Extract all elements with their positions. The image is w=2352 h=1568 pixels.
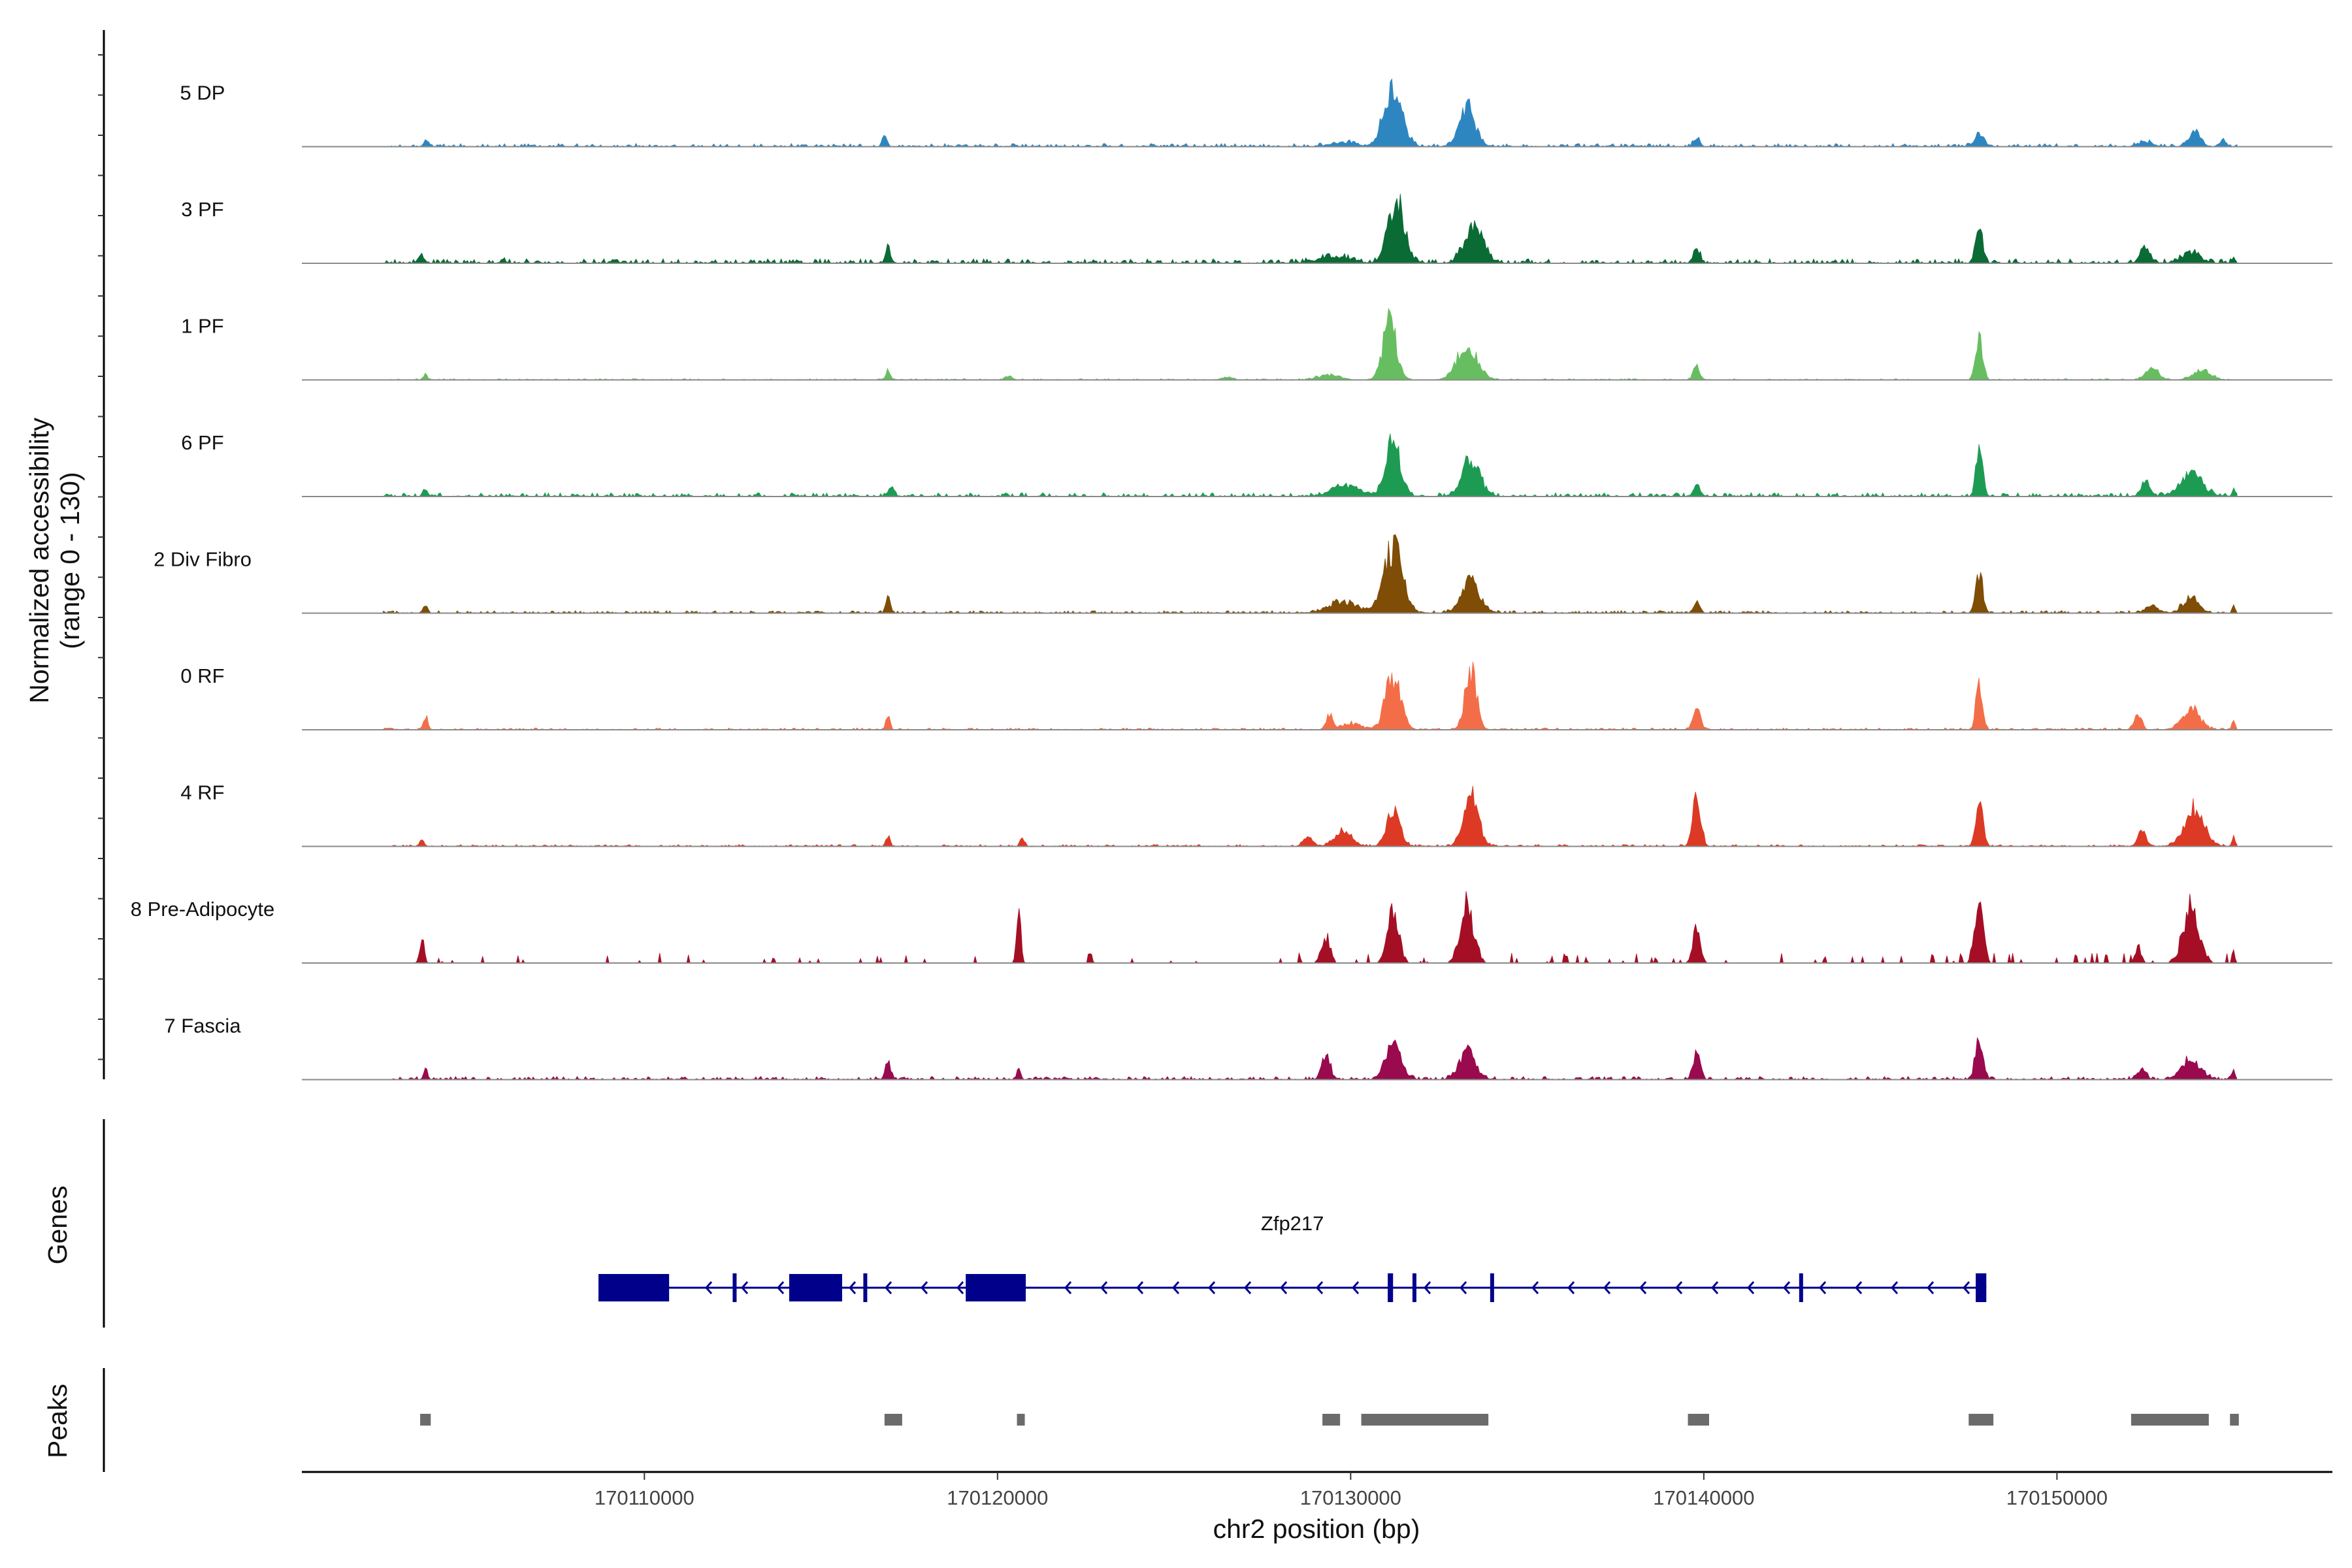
strand-arrow [1136, 1281, 1144, 1294]
exon-4 [863, 1273, 868, 1302]
exon-9 [1799, 1273, 1803, 1302]
strand-arrow [741, 1281, 749, 1294]
track-3-pf: 3 PF [181, 193, 2332, 264]
track-label-7-fascia: 7 Fascia [164, 1015, 241, 1037]
coverage-area-8-pre-adipocyte [383, 891, 2238, 964]
strand-arrow [1208, 1281, 1216, 1294]
peak-9 [2230, 1414, 2239, 1426]
track-7-fascia: 7 Fascia [164, 1015, 2332, 1081]
strand-arrow [1280, 1281, 1288, 1294]
y-axis-title-line1: Normalized accessibility [24, 417, 54, 704]
track-1-pf: 1 PF [181, 307, 2332, 381]
strand-arrow [1567, 1281, 1575, 1294]
peak-7 [1968, 1414, 1994, 1426]
y-axis-ticks [98, 54, 104, 1060]
track-4-rf: 4 RF [180, 781, 2332, 847]
strand-arrow [1316, 1281, 1324, 1294]
coverage-area-1-pf [382, 307, 2238, 380]
strand-arrow [1891, 1281, 1899, 1294]
strand-arrow [1244, 1281, 1252, 1294]
peak-1 [420, 1414, 431, 1426]
strand-arrow [1747, 1281, 1755, 1294]
coverage-area-2-div-fibro [382, 534, 2238, 614]
x-axis-title: chr2 position (bp) [1213, 1514, 1420, 1544]
x-axis-ticks: 170110000 170120000 170130000 170140000 1701… [595, 1472, 2108, 1509]
gene-track: Zfp217 [598, 1212, 1987, 1302]
strand-arrow [1675, 1281, 1683, 1294]
coverage-tracks: 5 DP 3 PF 1 PF 6 PF 2 Div Fibro 0 RF 4 RF 8 Pre… [131, 78, 2332, 1081]
peak-6 [1688, 1414, 1709, 1426]
strand-arrow [956, 1281, 964, 1294]
exon-7 [1412, 1273, 1416, 1302]
exon-1 [598, 1274, 670, 1301]
x-tick-label-2: 170120000 [947, 1486, 1048, 1509]
genes-axis-title: Genes [42, 1186, 73, 1265]
x-tick-label-5: 170150000 [2006, 1486, 2108, 1509]
strand-arrow [921, 1281, 928, 1294]
strand-arrow [1603, 1281, 1611, 1294]
gene-label: Zfp217 [1261, 1212, 1324, 1235]
exon-8 [1490, 1273, 1494, 1302]
strand-arrow [1172, 1281, 1180, 1294]
strand-arrow [1352, 1281, 1360, 1294]
peaks-track [420, 1414, 2239, 1426]
track-label-1-pf: 1 PF [181, 315, 223, 338]
x-tick-label-4: 170140000 [1653, 1486, 1754, 1509]
strand-arrow [1855, 1281, 1863, 1294]
exon-6 [1388, 1273, 1394, 1302]
strand-arrow [1424, 1281, 1431, 1294]
coverage-area-3-pf [383, 193, 2238, 264]
exon-3 [789, 1274, 842, 1301]
track-0-rf: 0 RF [180, 661, 2332, 730]
strand-arrow [885, 1281, 892, 1294]
exon-5 [966, 1274, 1026, 1301]
track-label-5-dp: 5 DP [180, 82, 225, 105]
strand-arrow [1819, 1281, 1827, 1294]
y-axis-title-line2: (range 0 - 130) [55, 472, 85, 649]
track-label-4-rf: 4 RF [180, 781, 224, 804]
x-tick-label-3: 170130000 [1300, 1486, 1401, 1509]
coverage-area-7-fascia [382, 1037, 2238, 1081]
peak-3 [1017, 1414, 1025, 1426]
track-8-pre-adipocyte: 8 Pre-Adipocyte [131, 891, 2332, 964]
strand-arrow [1531, 1281, 1539, 1294]
peak-2 [884, 1414, 902, 1426]
strand-arrow [1100, 1281, 1108, 1294]
track-6-pf: 6 PF [181, 431, 2332, 497]
strand-arrow [1639, 1281, 1647, 1294]
x-tick-label-1: 170110000 [595, 1486, 694, 1509]
track-label-2-div-fibro: 2 Div Fibro [154, 548, 252, 571]
peak-5 [1361, 1414, 1489, 1426]
exon-2 [732, 1273, 737, 1302]
strand-arrow [705, 1281, 713, 1294]
strand-arrow [1064, 1281, 1072, 1294]
coverage-area-6-pf [382, 433, 2238, 497]
strand-arrow [1783, 1281, 1791, 1294]
strand-arrow [777, 1281, 785, 1294]
track-5-dp: 5 DP [180, 78, 2332, 148]
track-label-0-rf: 0 RF [180, 664, 224, 687]
peaks-axis-title: Peaks [42, 1384, 73, 1458]
exon-10 [1976, 1273, 1987, 1302]
strand-arrow [1460, 1281, 1467, 1294]
coverage-area-5-dp [382, 78, 2238, 148]
track-2-div-fibro: 2 Div Fibro [154, 534, 2332, 614]
strand-arrow [849, 1281, 857, 1294]
peak-8 [2131, 1414, 2209, 1426]
strand-arrow [1927, 1281, 1935, 1294]
track-label-3-pf: 3 PF [181, 198, 223, 221]
coverage-area-0-rf [382, 661, 2238, 730]
peak-4 [1322, 1414, 1341, 1426]
track-label-6-pf: 6 PF [181, 431, 223, 454]
strand-arrow [1963, 1281, 1970, 1294]
strand-arrow [1711, 1281, 1719, 1294]
track-label-8-pre-adipocyte: 8 Pre-Adipocyte [131, 898, 275, 921]
coverage-area-4-rf [383, 785, 2238, 847]
